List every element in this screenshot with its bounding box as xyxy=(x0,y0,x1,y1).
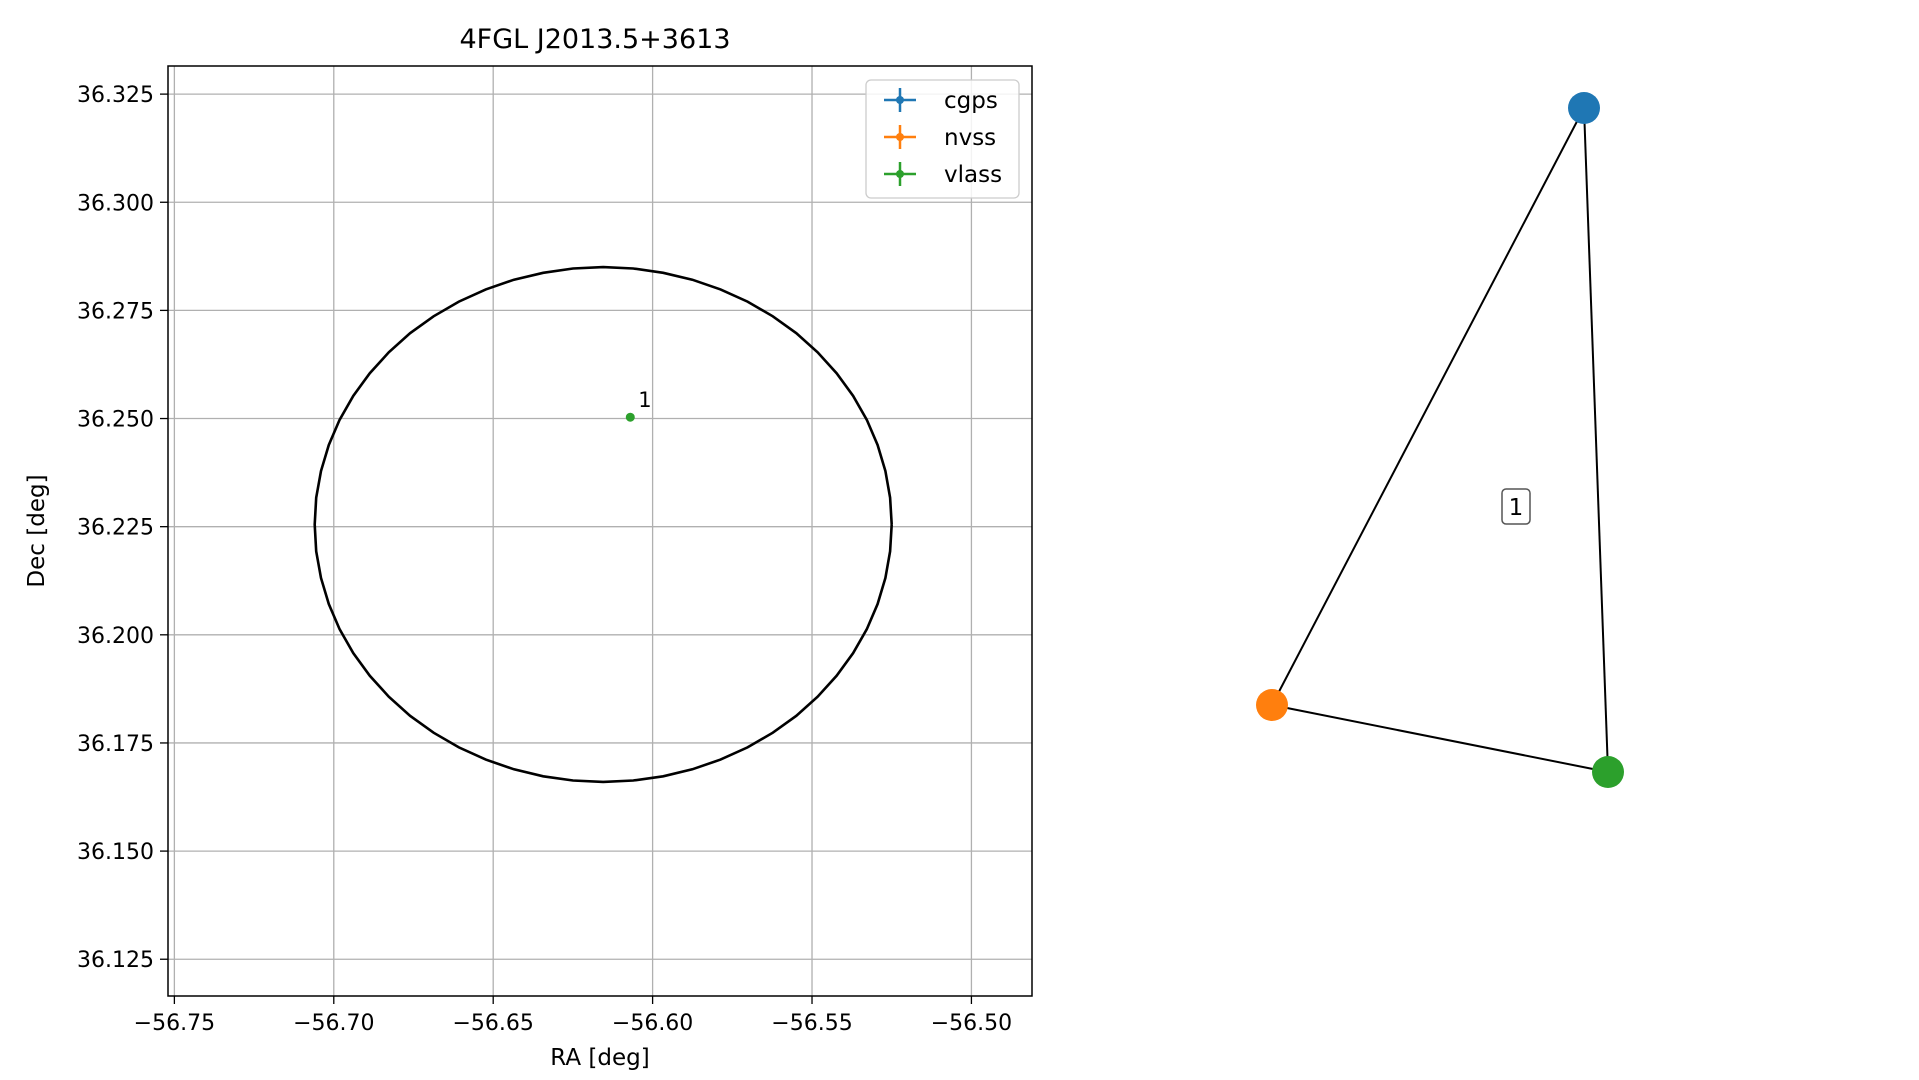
chart-title: 4FGL J2013.5+3613 xyxy=(459,24,730,55)
vlass-point xyxy=(625,412,635,422)
x-axis-ticks: −56.75 −56.70 −56.65 −56.60 −56.55 −56.50 xyxy=(134,996,1012,1036)
y-tick-label: 36.175 xyxy=(77,732,154,757)
point-label: 1 xyxy=(638,388,651,412)
x-tick-label: −56.70 xyxy=(293,1011,374,1036)
edge-nvss-vlass xyxy=(1271,704,1609,773)
y-tick-label: 36.125 xyxy=(77,948,154,973)
error-ellipse xyxy=(313,265,893,784)
error-ellipse-outline xyxy=(313,265,893,784)
y-tick-label: 36.325 xyxy=(77,83,154,108)
source-points: 1 xyxy=(625,388,652,422)
association-graph: 1 xyxy=(1256,92,1624,788)
x-tick-label: −56.55 xyxy=(771,1011,852,1036)
grid xyxy=(168,66,1032,996)
y-tick-label: 36.200 xyxy=(77,624,154,649)
sky-position-plot: 4FGL J2013.5+3613 1 −56.75 −56.70 −56.65 −5… xyxy=(24,24,1033,1071)
legend-cgps-label: cgps xyxy=(944,88,998,114)
x-tick-label: −56.50 xyxy=(931,1011,1012,1036)
x-tick-label: −56.75 xyxy=(134,1011,215,1036)
graph-edges xyxy=(1271,107,1609,773)
graph-nodes xyxy=(1256,92,1624,788)
legend-cgps-marker xyxy=(896,96,904,104)
legend-nvss-marker xyxy=(896,133,904,141)
legend-vlass-marker xyxy=(896,170,904,178)
edge-cgps-vlass xyxy=(1583,107,1609,773)
y-tick-label: 36.150 xyxy=(77,840,154,865)
group-label: 1 xyxy=(1509,495,1524,521)
legend-nvss-label: nvss xyxy=(944,125,996,151)
y-axis-label: Dec [deg] xyxy=(24,474,50,587)
x-tick-label: −56.60 xyxy=(612,1011,693,1036)
plot-frame xyxy=(167,65,1033,997)
y-tick-label: 36.275 xyxy=(77,299,154,324)
y-tick-label: 36.225 xyxy=(77,516,154,541)
edge-cgps-nvss xyxy=(1271,107,1585,706)
y-axis-ticks: 36.125 36.150 36.175 36.200 36.225 36.250 36.2… xyxy=(77,83,168,973)
y-tick-label: 36.300 xyxy=(77,191,154,216)
node-vlass xyxy=(1592,756,1624,788)
node-cgps xyxy=(1568,92,1600,124)
legend-vlass-label: vlass xyxy=(944,162,1002,188)
group-label-box: 1 xyxy=(1501,488,1531,525)
x-tick-label: −56.65 xyxy=(452,1011,533,1036)
x-axis-label: RA [deg] xyxy=(550,1045,649,1071)
legend: cgps nvss vlass xyxy=(865,79,1020,199)
legend-box xyxy=(865,79,1020,199)
y-tick-label: 36.250 xyxy=(77,408,154,433)
node-nvss xyxy=(1256,689,1288,721)
